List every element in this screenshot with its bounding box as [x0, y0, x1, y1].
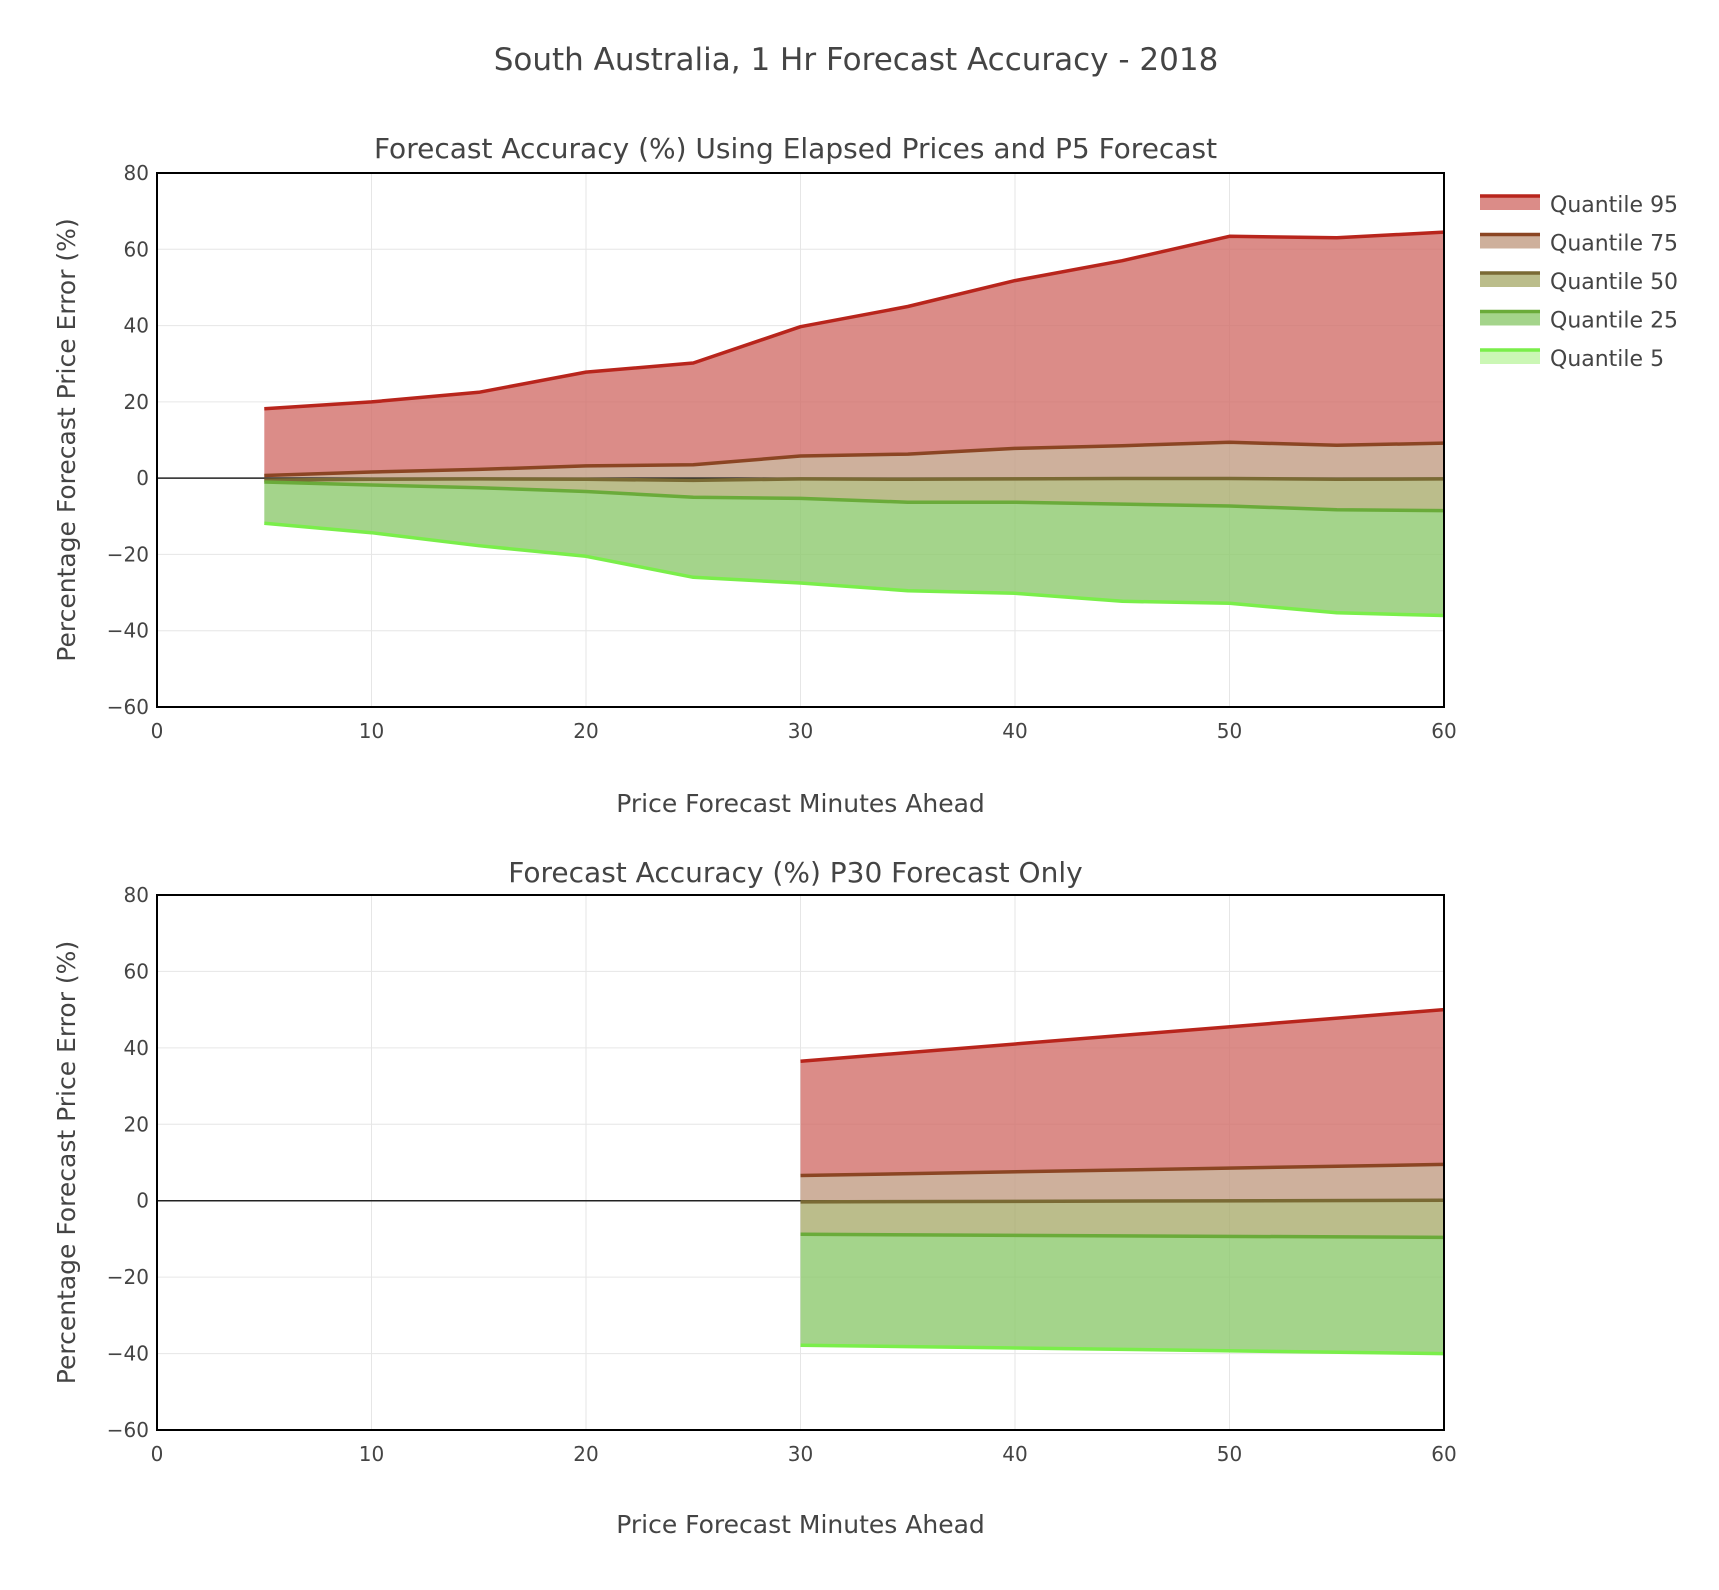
band-q95 — [800, 1009, 1444, 1176]
series-line-q25 — [264, 480, 1445, 513]
x-tick-label: 50 — [1217, 1442, 1242, 1466]
y-axis-title: Percentage Forecast Price Error (%) — [52, 941, 81, 1384]
legend-swatch — [1480, 196, 1540, 210]
band-q95 — [264, 232, 1444, 476]
chart-title: Forecast Accuracy (%) Using Elapsed Pric… — [374, 132, 1217, 165]
x-axis-title: Price Forecast Minutes Ahead — [616, 1510, 985, 1539]
legend-swatch — [1480, 311, 1540, 326]
legend-label: Quantile 95 — [1550, 193, 1678, 218]
x-tick-label: 10 — [359, 719, 384, 743]
legend-item-q25: Quantile 25 — [1480, 309, 1678, 334]
y-tick-label: −40 — [107, 619, 149, 643]
legend-label: Quantile 75 — [1550, 232, 1678, 257]
band-q25 — [800, 1234, 1444, 1354]
y-tick-label: 20 — [124, 390, 149, 414]
x-tick-label: 10 — [359, 1442, 384, 1466]
series-line-q95 — [264, 230, 1445, 411]
y-tick-label: 80 — [124, 161, 149, 185]
x-tick-label: 60 — [1431, 719, 1456, 743]
chart-title: Forecast Accuracy (%) P30 Forecast Only — [508, 856, 1082, 889]
plot-frame — [156, 894, 1445, 1431]
series-line-q75 — [800, 1162, 1445, 1178]
plot-frame — [156, 172, 1445, 708]
x-tick-label: 30 — [788, 719, 813, 743]
x-tick-label: 20 — [573, 719, 598, 743]
y-tick-label: 0 — [136, 1189, 149, 1213]
y-tick-label: −60 — [107, 695, 149, 719]
y-tick-label: −60 — [107, 1418, 149, 1442]
series-line-q95 — [800, 1007, 1445, 1063]
top-chart: 0 10 20 30 40 50 60 −60 −40 −20 0 20 40 60 80 Forecast … — [52, 132, 1457, 818]
band-q50 — [800, 1200, 1444, 1238]
legend-label: Quantile 50 — [1550, 270, 1678, 295]
legend-item-q5: Quantile 5 — [1480, 347, 1664, 372]
series-line-q5 — [264, 521, 1445, 618]
series-line-q75 — [264, 440, 1445, 478]
series-line-q50 — [264, 476, 1445, 483]
y-tick-label: 20 — [124, 1112, 149, 1136]
x-tick-label: 50 — [1217, 719, 1242, 743]
y-axis-title: Percentage Forecast Price Error (%) — [52, 218, 81, 661]
x-tick-label: 0 — [151, 1442, 164, 1466]
bottom-chart: 0 10 20 30 40 50 60 −60 −40 −20 0 20 40 60 80 Forecast … — [52, 856, 1457, 1539]
legend-item-q95: Quantile 95 — [1480, 193, 1678, 218]
y-tick-label: −20 — [107, 1265, 149, 1289]
x-axis-title: Price Forecast Minutes Ahead — [616, 789, 985, 818]
series-line-q50 — [800, 1198, 1445, 1204]
legend-swatch — [1480, 234, 1540, 249]
x-tick-label: 40 — [1002, 1442, 1027, 1466]
band-q25 — [264, 482, 1444, 616]
figure-title: South Australia, 1 Hr Forecast Accuracy … — [494, 42, 1219, 78]
y-tick-label: −40 — [107, 1342, 149, 1366]
legend: Quantile 95 Quantile 75 Quantile 50 Quantil… — [1480, 193, 1678, 372]
x-tick-label: 60 — [1431, 1442, 1456, 1466]
y-tick-label: −20 — [107, 542, 149, 566]
y-tick-label: 40 — [124, 314, 149, 338]
legend-swatch — [1480, 350, 1540, 364]
legend-item-q50: Quantile 50 — [1480, 270, 1678, 295]
x-tick-label: 30 — [788, 1442, 813, 1466]
band-q75 — [264, 442, 1444, 481]
legend-label: Quantile 5 — [1550, 347, 1664, 372]
band-q50 — [264, 478, 1444, 511]
x-tick-label: 40 — [1002, 719, 1027, 743]
legend-label: Quantile 25 — [1550, 309, 1678, 334]
x-tick-label: 0 — [151, 719, 164, 743]
series-line-q25 — [800, 1232, 1445, 1240]
x-tick-label: 20 — [573, 1442, 598, 1466]
y-tick-label: 60 — [124, 959, 149, 983]
y-tick-label: 0 — [136, 466, 149, 490]
legend-item-q75: Quantile 75 — [1480, 232, 1678, 257]
y-tick-label: 80 — [124, 883, 149, 907]
y-tick-label: 60 — [124, 237, 149, 261]
legend-swatch — [1480, 273, 1540, 287]
y-tick-label: 40 — [124, 1036, 149, 1060]
series-line-q5 — [800, 1343, 1445, 1356]
